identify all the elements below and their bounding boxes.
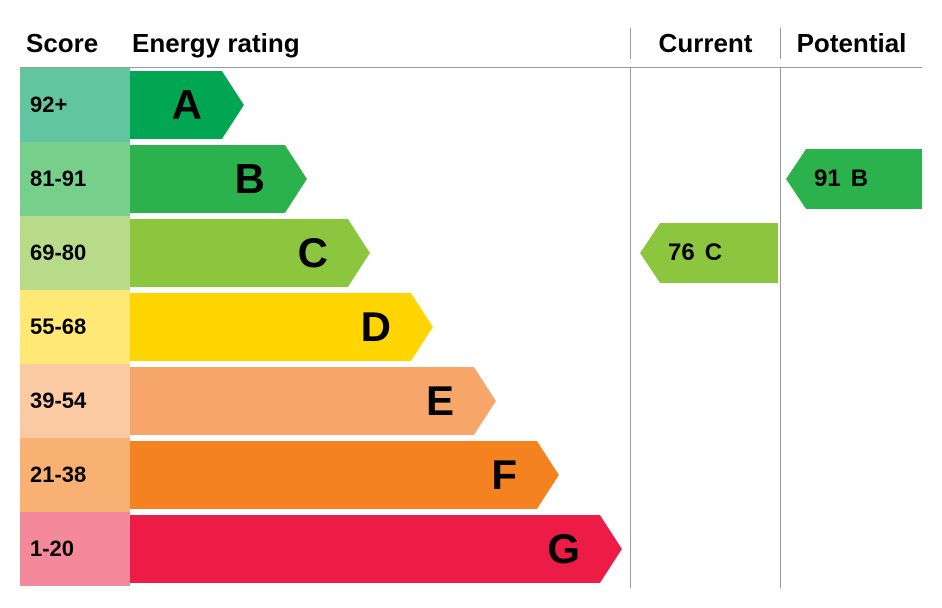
header-potential: Potential (780, 28, 922, 59)
score-range-g: 1-20 (20, 512, 130, 586)
score-range-a: 92+ (20, 68, 130, 142)
band-row-g: 1-20G (20, 512, 922, 586)
current-rating-badge: 76 C (660, 223, 778, 283)
rating-bar-area: G (130, 512, 630, 586)
rating-bar-c: C (130, 219, 348, 287)
rating-bar-g: G (130, 515, 600, 583)
score-range-d: 55-68 (20, 290, 130, 364)
rating-bar-area: F (130, 438, 630, 512)
rating-bar-e: E (130, 367, 474, 435)
score-range-f: 21-38 (20, 438, 130, 512)
potential-rating-badge: 91 B (806, 149, 922, 209)
header-row: Score Energy rating Current Potential (20, 20, 922, 68)
rating-bar-a: A (130, 71, 222, 139)
rating-bar-b: B (130, 145, 285, 213)
band-row-c: 69-80C (20, 216, 922, 290)
potential-value: 91 (814, 165, 841, 193)
header-current: Current (630, 28, 780, 59)
rating-bar-area: C (130, 216, 630, 290)
band-row-e: 39-54E (20, 364, 922, 438)
column-divider-current (630, 68, 631, 588)
band-row-d: 55-68D (20, 290, 922, 364)
header-rating: Energy rating (130, 28, 630, 59)
rating-bar-area: E (130, 364, 630, 438)
band-row-a: 92+A (20, 68, 922, 142)
potential-letter: B (851, 165, 868, 193)
band-row-f: 21-38F (20, 438, 922, 512)
bands-container: 92+A81-91B69-80C55-68D39-54E21-38F1-20G (20, 68, 922, 586)
current-value: 76 (668, 239, 695, 267)
rating-bar-d: D (130, 293, 411, 361)
rating-bar-f: F (130, 441, 537, 509)
score-range-e: 39-54 (20, 364, 130, 438)
rating-bar-area: B (130, 142, 630, 216)
score-range-b: 81-91 (20, 142, 130, 216)
header-score: Score (20, 28, 130, 59)
rating-bar-area: D (130, 290, 630, 364)
energy-rating-chart: Score Energy rating Current Potential 92… (20, 20, 922, 588)
current-letter: C (705, 239, 722, 267)
column-divider-potential (780, 68, 781, 588)
score-range-c: 69-80 (20, 216, 130, 290)
rating-bar-area: A (130, 68, 630, 142)
